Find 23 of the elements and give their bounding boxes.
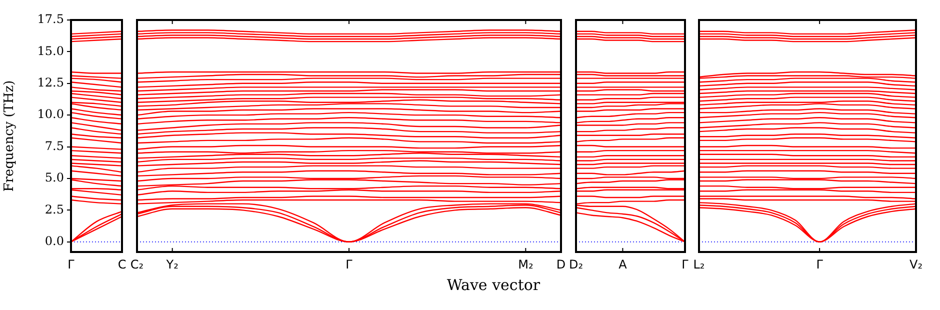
- x-tick-label: Γ: [68, 257, 75, 272]
- x-tick-label: L₂: [693, 257, 705, 272]
- x-tick-label: Y₂: [165, 257, 179, 272]
- x-tick-label: C₂: [130, 257, 144, 272]
- x-tick-label: A: [618, 257, 628, 272]
- x-tick-label: C: [118, 257, 126, 272]
- x-tick-label: Γ: [682, 257, 689, 272]
- y-tick-label: 12.5: [37, 76, 64, 90]
- y-axis-title: Frequency (THz): [2, 80, 18, 192]
- x-tick-label: Γ: [816, 257, 824, 272]
- x-tick-label: M₂: [518, 257, 534, 272]
- y-tick-label: 17.5: [37, 12, 64, 26]
- y-tick-label: 2.5: [44, 202, 64, 216]
- x-tick-label: D₂: [568, 257, 584, 272]
- x-tick-label: Γ: [346, 257, 353, 272]
- x-tick-label: V₂: [909, 257, 923, 272]
- x-axis-title: Wave vector: [446, 276, 542, 294]
- y-tick-label: 0.0: [44, 234, 64, 248]
- y-tick-label: 7.5: [44, 138, 64, 153]
- y-tick-label: 5.0: [44, 170, 64, 185]
- y-tick-label: 10.0: [37, 107, 64, 122]
- x-tick-label: D: [556, 257, 566, 272]
- y-tick-label: 15.0: [37, 44, 64, 58]
